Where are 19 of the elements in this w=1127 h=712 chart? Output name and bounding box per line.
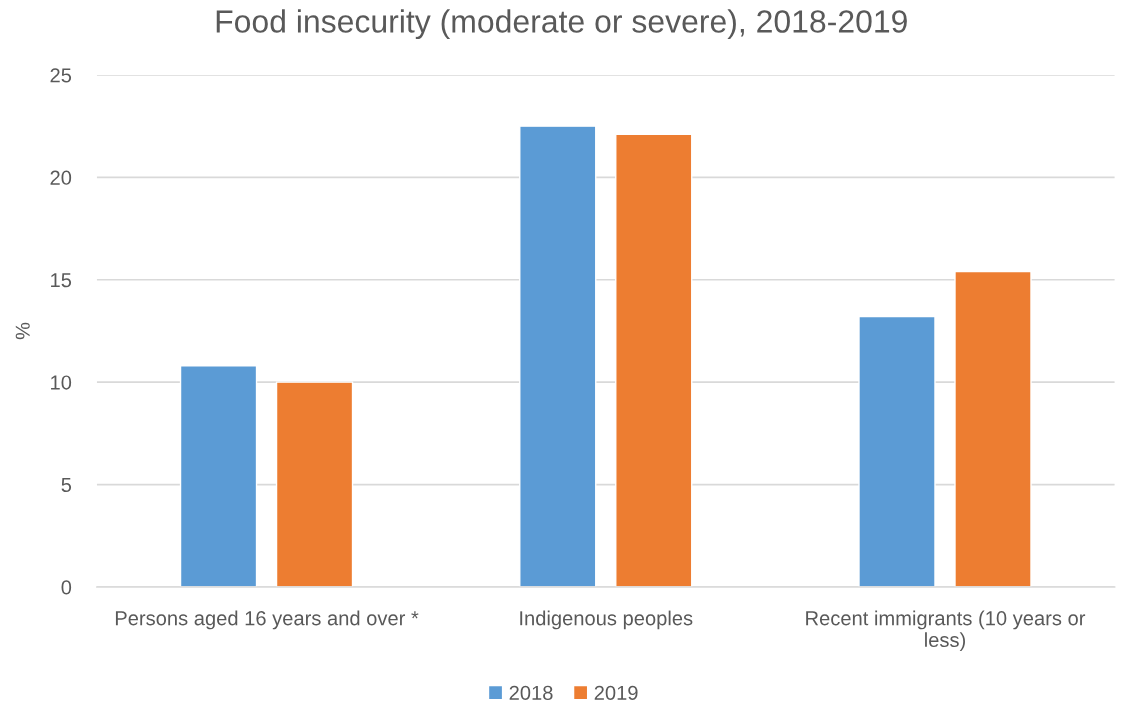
y-tick-label: 20 (50, 170, 72, 185)
y-tick-label: 10 (51, 375, 72, 390)
y-tick-label: 15 (51, 273, 72, 288)
bar (275, 381, 354, 587)
x-tick-label: Persons aged 16 years and over * (115, 610, 419, 630)
bar (615, 133, 693, 587)
bar (519, 125, 597, 587)
y-tick-label: 5 (61, 478, 72, 493)
bar (954, 270, 1032, 587)
x-tick-label: Recent immigrants (10 years or less) (806, 610, 1086, 652)
y-tick-label: 25 (50, 68, 72, 83)
legend-label: 2019 (594, 685, 638, 700)
y-tick-label: 0 (61, 580, 72, 595)
x-tick-label: Indigenous peoples (520, 610, 693, 630)
chart-title: Food insecurity (moderate or severe), 2018-2019 (216, 9, 907, 40)
y-axis-title: % (15, 322, 30, 340)
legend-label: 2018 (509, 685, 553, 700)
bar (858, 315, 936, 587)
bar (179, 365, 258, 587)
